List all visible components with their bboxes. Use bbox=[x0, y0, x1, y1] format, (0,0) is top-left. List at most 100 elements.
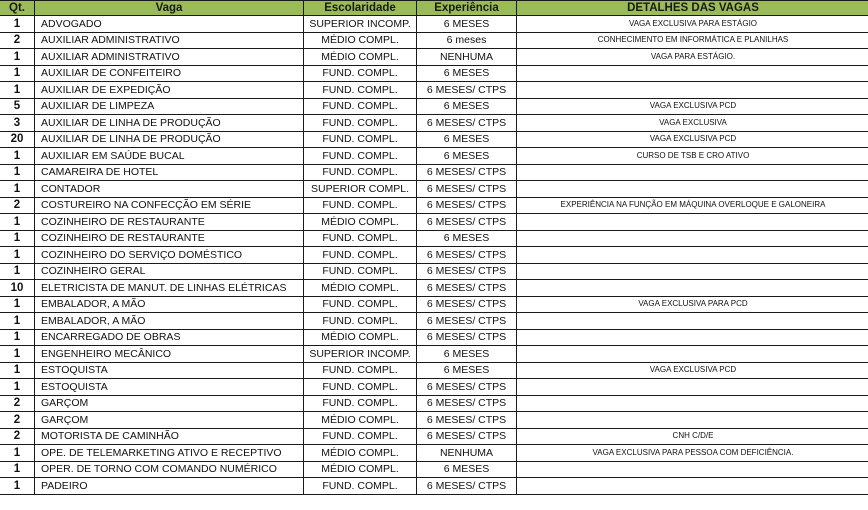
cell-qt: 1 bbox=[0, 262, 35, 280]
cell-detalhes bbox=[516, 312, 868, 330]
cell-detalhes bbox=[516, 477, 868, 495]
cell-detalhes bbox=[516, 394, 868, 412]
cell-experiencia: 6 MESES/ CTPS bbox=[416, 477, 517, 495]
header-detalhes: DETALHES DAS VAGAS bbox=[516, 0, 868, 16]
cell-qt: 1 bbox=[0, 312, 35, 330]
cell-experiencia: 6 MESES/ CTPS bbox=[416, 328, 517, 346]
cell-vaga: AUXILIAR ADMINISTRATIVO bbox=[34, 31, 304, 49]
cell-detalhes: CONHECIMENTO EM INFORMÁTICA E PLANILHAS bbox=[516, 31, 868, 49]
cell-escolaridade: MÉDIO COMPL. bbox=[303, 31, 417, 49]
cell-qt: 1 bbox=[0, 328, 35, 346]
cell-qt: 1 bbox=[0, 163, 35, 181]
cell-qt: 1 bbox=[0, 444, 35, 462]
cell-detalhes: EXPERIÊNCIA NA FUNÇÃO EM MÁQUINA OVERLOQ… bbox=[516, 196, 868, 214]
cell-escolaridade: FUND. COMPL. bbox=[303, 361, 417, 379]
cell-vaga: COSTUREIRO NA CONFECÇÃO EM SÉRIE bbox=[34, 196, 304, 214]
cell-escolaridade: FUND. COMPL. bbox=[303, 81, 417, 99]
cell-experiencia: 6 MESES/ CTPS bbox=[416, 312, 517, 330]
cell-detalhes: VAGA EXCLUSIVA PARA PCD bbox=[516, 295, 868, 313]
cell-vaga: OPER. DE TORNO COM COMANDO NUMÉRICO bbox=[34, 460, 304, 478]
cell-qt: 1 bbox=[0, 48, 35, 66]
cell-qt: 1 bbox=[0, 295, 35, 313]
cell-vaga: COZINHEIRO DE RESTAURANTE bbox=[34, 229, 304, 247]
table-row: 2 MOTORISTA DE CAMINHÃO FUND. COMPL. 6 MESE… bbox=[0, 427, 868, 445]
cell-experiencia: 6 MESES/ CTPS bbox=[416, 295, 517, 313]
cell-detalhes bbox=[516, 81, 868, 99]
cell-vaga: AUXILIAR DE LIMPEZA bbox=[34, 97, 304, 115]
cell-escolaridade: MÉDIO COMPL. bbox=[303, 460, 417, 478]
cell-experiencia: 6 MESES/ CTPS bbox=[416, 213, 517, 231]
cell-qt: 1 bbox=[0, 229, 35, 247]
cell-vaga: AUXILIAR DE CONFEITEIRO bbox=[34, 64, 304, 82]
vacancies-table: Qt. Vaga Escolaridade Experiência DETALH… bbox=[0, 0, 868, 495]
cell-vaga: OPE. DE TELEMARKETING ATIVO E RECEPTIVO bbox=[34, 444, 304, 462]
cell-qt: 2 bbox=[0, 427, 35, 445]
cell-vaga: ELETRICISTA DE MANUT. DE LINHAS ELÉTRICA… bbox=[34, 279, 304, 297]
cell-experiencia: 6 MESES bbox=[416, 64, 517, 82]
cell-experiencia: NENHUMA bbox=[416, 48, 517, 66]
cell-detalhes bbox=[516, 411, 868, 429]
cell-escolaridade: SUPERIOR INCOMP. bbox=[303, 15, 417, 33]
cell-escolaridade: FUND. COMPL. bbox=[303, 295, 417, 313]
cell-experiencia: 6 MESES bbox=[416, 345, 517, 363]
table-row: 1 AUXILIAR DE CONFEITEIRO FUND. COMPL. 6 ME… bbox=[0, 64, 868, 82]
cell-escolaridade: FUND. COMPL. bbox=[303, 378, 417, 396]
cell-qt: 2 bbox=[0, 196, 35, 214]
cell-detalhes: CURSO DE TSB E CRO ATIVO bbox=[516, 147, 868, 165]
cell-detalhes: VAGA EXCLUSIVA PARA PESSOA COM DEFICIÊNC… bbox=[516, 444, 868, 462]
cell-detalhes bbox=[516, 246, 868, 264]
cell-qt: 1 bbox=[0, 147, 35, 165]
cell-qt: 1 bbox=[0, 378, 35, 396]
cell-experiencia: 6 MESES/ CTPS bbox=[416, 394, 517, 412]
cell-detalhes bbox=[516, 64, 868, 82]
header-qt: Qt. bbox=[0, 0, 35, 16]
cell-vaga: CONTADOR bbox=[34, 180, 304, 198]
cell-detalhes bbox=[516, 328, 868, 346]
cell-escolaridade: FUND. COMPL. bbox=[303, 229, 417, 247]
header-experiencia: Experiência bbox=[416, 0, 517, 16]
cell-escolaridade: FUND. COMPL. bbox=[303, 97, 417, 115]
cell-vaga: ENGENHEIRO MECÂNICO bbox=[34, 345, 304, 363]
cell-vaga: GARÇOM bbox=[34, 394, 304, 412]
cell-vaga: MOTORISTA DE CAMINHÃO bbox=[34, 427, 304, 445]
cell-experiencia: 6 MESES bbox=[416, 229, 517, 247]
cell-qt: 1 bbox=[0, 64, 35, 82]
cell-qt: 1 bbox=[0, 15, 35, 33]
cell-qt: 10 bbox=[0, 279, 35, 297]
table-row: 1 ESTOQUISTA FUND. COMPL. 6 MESES/ CTPS bbox=[0, 378, 868, 396]
cell-experiencia: 6 MESES/ CTPS bbox=[416, 81, 517, 99]
table-row: 1 COZINHEIRO GERAL FUND. COMPL. 6 MESES/ CT… bbox=[0, 262, 868, 280]
table-row: 1 ENGENHEIRO MECÂNICO SUPERIOR INCOMP. 6 ME… bbox=[0, 345, 868, 363]
table-row: 10 ELETRICISTA DE MANUT. DE LINHAS ELÉTRI… bbox=[0, 279, 868, 297]
cell-experiencia: 6 MESES/ CTPS bbox=[416, 427, 517, 445]
table-row: 1 AUXILIAR DE EXPEDIÇÃO FUND. COMPL. 6 MESE… bbox=[0, 81, 868, 99]
cell-detalhes bbox=[516, 345, 868, 363]
cell-vaga: EMBALADOR, A MÃO bbox=[34, 295, 304, 313]
cell-escolaridade: SUPERIOR INCOMP. bbox=[303, 345, 417, 363]
cell-escolaridade: SUPERIOR COMPL. bbox=[303, 180, 417, 198]
cell-detalhes bbox=[516, 229, 868, 247]
cell-experiencia: 6 MESES/ CTPS bbox=[416, 246, 517, 264]
cell-vaga: COZINHEIRO GERAL bbox=[34, 262, 304, 280]
cell-vaga: PADEIRO bbox=[34, 477, 304, 495]
cell-detalhes: VAGA EXCLUSIVA PARA ESTÁGIO bbox=[516, 15, 868, 33]
table-row: 1 PADEIRO FUND. COMPL. 6 MESES/ CTPS bbox=[0, 477, 868, 495]
cell-escolaridade: FUND. COMPL. bbox=[303, 427, 417, 445]
cell-qt: 1 bbox=[0, 81, 35, 99]
cell-escolaridade: MÉDIO COMPL. bbox=[303, 328, 417, 346]
cell-vaga: CAMAREIRA DE HOTEL bbox=[34, 163, 304, 181]
cell-experiencia: 6 MESES bbox=[416, 147, 517, 165]
cell-experiencia: 6 MESES/ CTPS bbox=[416, 411, 517, 429]
cell-vaga: EMBALADOR, A MÃO bbox=[34, 312, 304, 330]
table-row: 2 GARÇOM FUND. COMPL. 6 MESES/ CTPS bbox=[0, 394, 868, 412]
cell-qt: 1 bbox=[0, 460, 35, 478]
cell-experiencia: 6 MESES bbox=[416, 460, 517, 478]
cell-detalhes bbox=[516, 279, 868, 297]
cell-experiencia: 6 MESES/ CTPS bbox=[416, 262, 517, 280]
header-escolaridade: Escolaridade bbox=[303, 0, 417, 16]
table-row: 3 AUXILIAR DE LINHA DE PRODUÇÃO FUND. COMP… bbox=[0, 114, 868, 132]
cell-experiencia: 6 MESES/ CTPS bbox=[416, 163, 517, 181]
cell-detalhes: VAGA PARA ESTÁGIO. bbox=[516, 48, 868, 66]
cell-experiencia: NENHUMA bbox=[416, 444, 517, 462]
cell-detalhes bbox=[516, 213, 868, 231]
